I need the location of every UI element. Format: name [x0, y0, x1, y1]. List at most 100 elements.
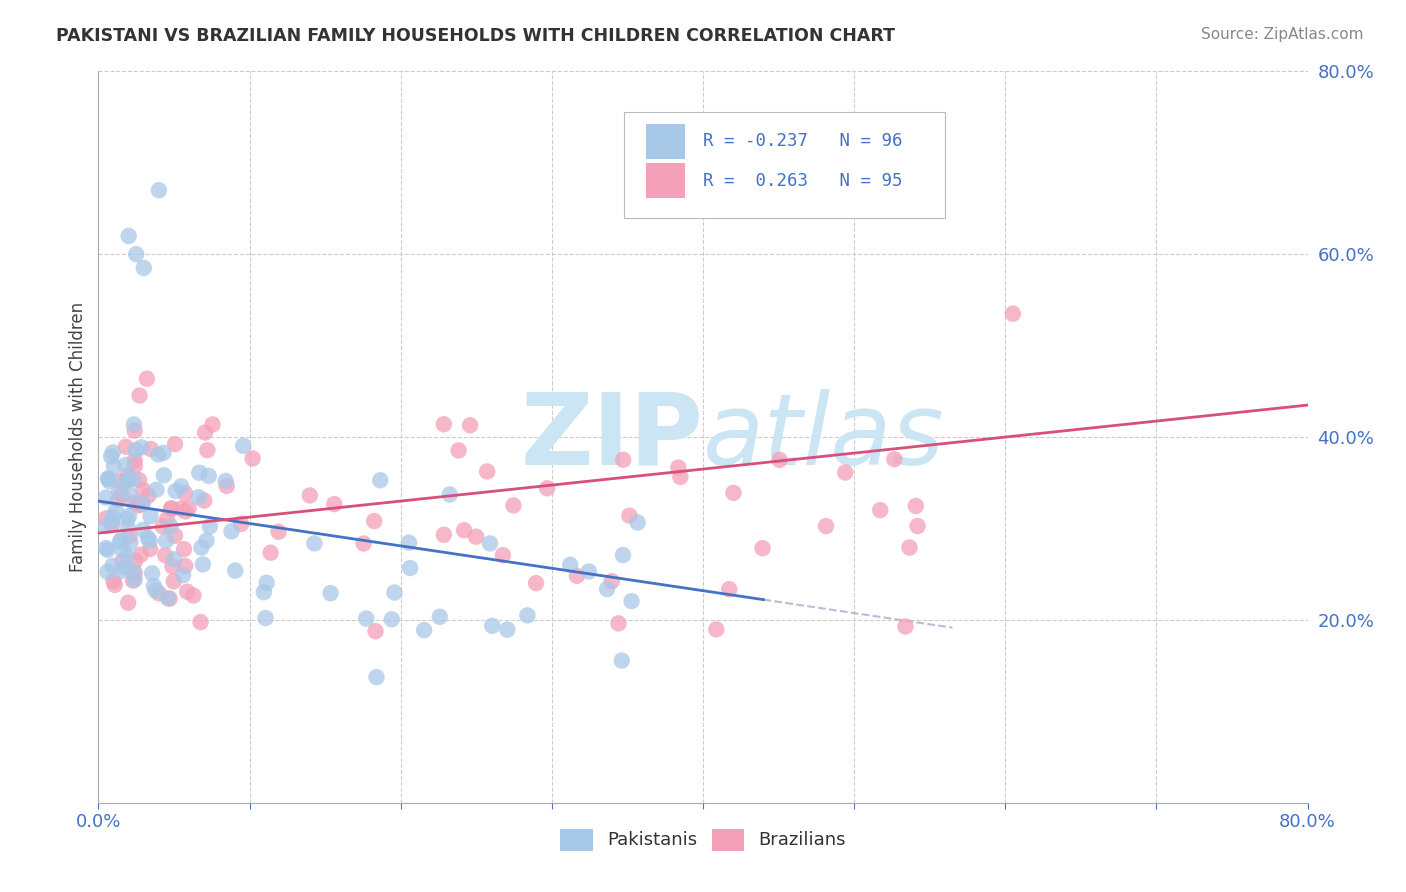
Point	[502, 499, 524, 513]
Point	[364, 624, 387, 639]
Point	[142, 579, 165, 593]
Text: PAKISTANI VS BRAZILIAN FAMILY HOUSEHOLDS WITH CHILDREN CORRELATION CHART: PAKISTANI VS BRAZILIAN FAMILY HOUSEHOLDS…	[56, 27, 896, 45]
Point	[607, 616, 630, 631]
Point	[195, 533, 218, 548]
Point	[117, 520, 139, 534]
Point	[176, 584, 198, 599]
Point	[155, 533, 177, 548]
Point	[610, 654, 633, 668]
Point	[132, 483, 155, 497]
Point	[256, 575, 278, 590]
Point	[103, 574, 125, 588]
Point	[97, 542, 120, 557]
Point	[101, 517, 124, 532]
Point	[118, 229, 141, 244]
Point	[479, 536, 502, 550]
Point	[815, 519, 838, 533]
Point	[399, 561, 422, 575]
Point	[475, 465, 498, 479]
Point	[496, 623, 519, 637]
Point	[524, 576, 547, 591]
Point	[381, 612, 404, 626]
Point	[110, 533, 132, 548]
Point	[319, 586, 342, 600]
Point	[129, 441, 152, 455]
Point	[612, 452, 634, 467]
Point	[114, 458, 136, 472]
Point	[366, 670, 388, 684]
Point	[108, 484, 131, 499]
Point	[894, 619, 917, 633]
Point	[124, 453, 146, 467]
FancyBboxPatch shape	[624, 112, 945, 218]
Point	[221, 524, 243, 539]
Point	[101, 445, 124, 459]
Point	[141, 566, 163, 581]
Point	[98, 474, 121, 488]
Point	[433, 528, 456, 542]
Point	[718, 582, 741, 597]
Point	[110, 564, 132, 578]
Point	[904, 499, 927, 513]
Point	[145, 483, 167, 497]
Point	[465, 530, 488, 544]
Point	[298, 488, 321, 502]
Point	[159, 591, 181, 606]
Point	[156, 512, 179, 526]
Point	[124, 458, 146, 473]
Point	[363, 514, 385, 528]
Point	[145, 583, 167, 598]
Point	[139, 509, 162, 524]
Point	[398, 535, 420, 549]
Point	[110, 534, 132, 549]
Point	[224, 564, 246, 578]
Point	[115, 549, 138, 564]
Point	[578, 565, 600, 579]
Point	[97, 471, 120, 485]
Point	[122, 495, 145, 509]
Point	[453, 523, 475, 537]
Point	[156, 591, 179, 606]
Point	[354, 611, 377, 625]
Point	[148, 183, 170, 197]
Point	[267, 524, 290, 539]
Point	[174, 504, 197, 518]
Point	[124, 554, 146, 568]
Point	[190, 541, 212, 555]
Point	[122, 417, 145, 432]
Point	[259, 546, 281, 560]
Point	[898, 541, 921, 555]
Point	[620, 594, 643, 608]
Point	[304, 536, 326, 550]
Point	[232, 439, 254, 453]
Point	[132, 260, 155, 275]
FancyBboxPatch shape	[647, 124, 685, 159]
Point	[114, 560, 136, 574]
Point	[139, 541, 162, 556]
Point	[174, 559, 197, 574]
Point	[619, 508, 641, 523]
Text: Source: ZipAtlas.com: Source: ZipAtlas.com	[1201, 27, 1364, 42]
Point	[201, 417, 224, 432]
Point	[198, 519, 221, 533]
Point	[127, 499, 149, 513]
Point	[101, 509, 124, 524]
Point	[163, 552, 186, 566]
Point	[136, 489, 159, 503]
Point	[131, 498, 153, 512]
Point	[215, 479, 238, 493]
Point	[160, 501, 183, 516]
Point	[323, 497, 346, 511]
Point	[481, 619, 503, 633]
Legend: Pakistanis, Brazilians: Pakistanis, Brazilians	[554, 823, 852, 856]
Point	[170, 501, 193, 516]
Point	[162, 559, 184, 574]
Point	[626, 516, 648, 530]
Point	[429, 609, 451, 624]
Point	[600, 574, 623, 589]
Point	[132, 523, 155, 537]
Point	[173, 542, 195, 557]
Point	[118, 487, 141, 501]
Point	[253, 585, 276, 599]
Point	[172, 568, 194, 582]
